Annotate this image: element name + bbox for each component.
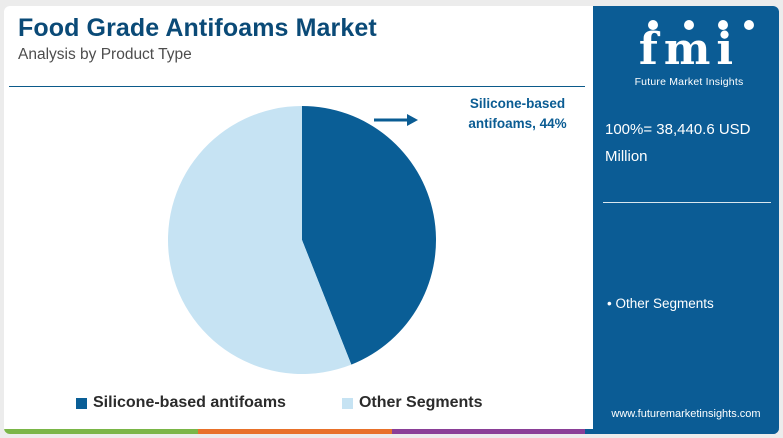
footer-color-segment (4, 429, 198, 434)
pie-slices (168, 106, 436, 374)
slice-callout: Silicone-based antifoams, 44% (460, 94, 575, 134)
legend-swatch-other (341, 397, 353, 409)
website-link[interactable]: www.futuremarketinsights.com (611, 408, 761, 420)
logo-subtitle: Future Market Insights (634, 76, 744, 88)
sidebar-divider (603, 202, 771, 203)
fmi-logo: fmi Future Market Insights (609, 16, 769, 90)
footer-color-bar (4, 429, 779, 434)
footer-color-segment (391, 429, 586, 434)
chart-legend: Silicone-based antifoams Other Segments (76, 394, 539, 412)
legend-label-other: Other Segments (358, 394, 483, 411)
sidebar-panel: fmi Future Market Insights 100%= 38,440.… (593, 6, 779, 434)
pie-chart (168, 106, 436, 374)
footer-color-segment (585, 429, 779, 434)
page-subtitle: Analysis by Product Type (18, 46, 192, 63)
footer-color-segment (197, 429, 392, 434)
header-divider (9, 86, 585, 87)
callout-line-1: Silicone-based (469, 96, 566, 111)
legend-swatch-silicone (76, 397, 87, 409)
legend-item-other: Other Segments (341, 394, 483, 412)
logo-glyph-icon (648, 20, 754, 30)
page-title: Food Grade Antifoams Market (18, 14, 377, 42)
report-card: Food Grade Antifoams Market Analysis by … (4, 6, 779, 434)
callout-line-2: antifoams, 44% (468, 116, 567, 131)
arrow-right-icon (374, 114, 418, 126)
logo-wordmark: fmi (638, 24, 740, 75)
legend-label-silicone: Silicone-based antifoams (93, 394, 286, 411)
pie-slice-silicone (302, 106, 436, 365)
market-total-line-1: 100%= 38,440.6 USD (605, 121, 751, 138)
pie-slice-other (168, 106, 352, 374)
legend-item-silicone: Silicone-based antifoams (76, 394, 286, 412)
sidebar-bullet-other: • Other Segments (607, 296, 714, 311)
market-total-line-2: Million (605, 148, 648, 165)
market-total: 100%= 38,440.6 USD Million (605, 116, 773, 170)
